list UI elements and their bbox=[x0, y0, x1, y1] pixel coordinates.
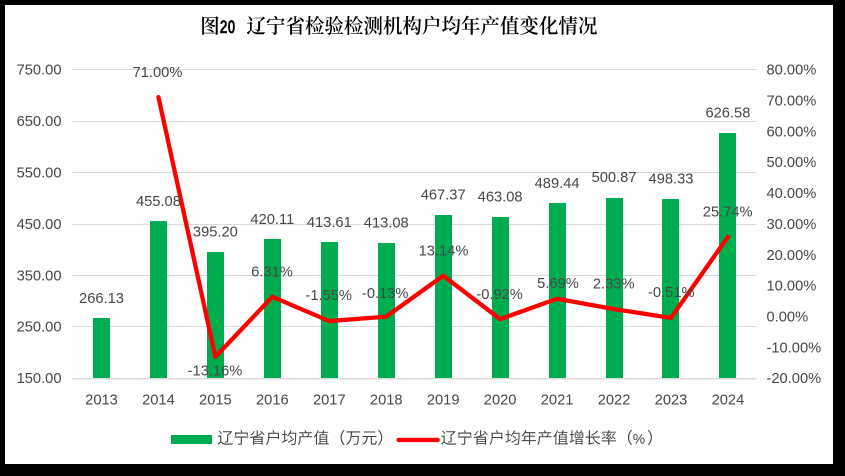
svg-text:13.14%: 13.14% bbox=[419, 243, 469, 259]
svg-text:-0.51%: -0.51% bbox=[648, 285, 695, 301]
svg-text:-0.92%: -0.92% bbox=[476, 287, 523, 303]
svg-text:450.00: 450.00 bbox=[17, 217, 62, 233]
svg-text:498.33: 498.33 bbox=[649, 172, 694, 188]
svg-text:650.00: 650.00 bbox=[17, 114, 62, 130]
svg-text:2021: 2021 bbox=[541, 392, 574, 408]
svg-text:40.00%: 40.00% bbox=[767, 186, 817, 202]
svg-text:6.31%: 6.31% bbox=[251, 265, 293, 281]
svg-text:626.58: 626.58 bbox=[705, 106, 750, 122]
svg-text:70.00%: 70.00% bbox=[767, 93, 817, 109]
svg-text:550.00: 550.00 bbox=[17, 165, 62, 181]
svg-text:467.37: 467.37 bbox=[421, 187, 466, 203]
svg-text:413.08: 413.08 bbox=[364, 215, 409, 231]
svg-text:0.00%: 0.00% bbox=[767, 309, 809, 325]
svg-text:-0.13%: -0.13% bbox=[362, 286, 409, 302]
svg-text:413.61: 413.61 bbox=[307, 215, 352, 231]
svg-text:489.44: 489.44 bbox=[535, 176, 580, 192]
svg-text:2013: 2013 bbox=[85, 392, 118, 408]
svg-text:750.00: 750.00 bbox=[17, 63, 62, 79]
svg-text:25.74%: 25.74% bbox=[703, 205, 753, 221]
svg-text:2015: 2015 bbox=[199, 392, 232, 408]
svg-text:80.00%: 80.00% bbox=[767, 63, 817, 79]
svg-text:2024: 2024 bbox=[712, 392, 745, 408]
svg-text:420.11: 420.11 bbox=[250, 212, 294, 228]
svg-text:2020: 2020 bbox=[484, 392, 517, 408]
svg-text:455.08: 455.08 bbox=[136, 194, 181, 210]
svg-text:250.00: 250.00 bbox=[17, 320, 62, 336]
svg-text:395.20: 395.20 bbox=[193, 225, 238, 241]
svg-text:30.00%: 30.00% bbox=[767, 217, 817, 233]
svg-text:2016: 2016 bbox=[256, 392, 289, 408]
svg-text:-10.00%: -10.00% bbox=[767, 340, 822, 356]
svg-text:-20.00%: -20.00% bbox=[767, 371, 822, 387]
svg-text:463.08: 463.08 bbox=[478, 190, 523, 206]
svg-text:-1.55%: -1.55% bbox=[305, 288, 352, 304]
svg-text:10.00%: 10.00% bbox=[767, 279, 817, 295]
svg-text:2014: 2014 bbox=[142, 392, 175, 408]
svg-text:2.33%: 2.33% bbox=[593, 277, 635, 293]
svg-text:71.00%: 71.00% bbox=[133, 65, 183, 81]
svg-text:150.00: 150.00 bbox=[17, 371, 62, 387]
svg-text:5.69%: 5.69% bbox=[537, 276, 579, 292]
svg-text:2023: 2023 bbox=[655, 392, 688, 408]
svg-text:2018: 2018 bbox=[370, 392, 403, 408]
svg-text:266.13: 266.13 bbox=[79, 291, 124, 307]
svg-text:2022: 2022 bbox=[598, 392, 631, 408]
svg-text:2019: 2019 bbox=[427, 392, 460, 408]
svg-text:2017: 2017 bbox=[313, 392, 346, 408]
svg-text:350.00: 350.00 bbox=[17, 268, 62, 284]
svg-text:500.87: 500.87 bbox=[592, 170, 637, 186]
svg-text:50.00%: 50.00% bbox=[767, 155, 817, 171]
svg-text:20.00%: 20.00% bbox=[767, 248, 817, 264]
svg-text:-13.16%: -13.16% bbox=[188, 364, 243, 380]
svg-text:60.00%: 60.00% bbox=[767, 124, 817, 140]
